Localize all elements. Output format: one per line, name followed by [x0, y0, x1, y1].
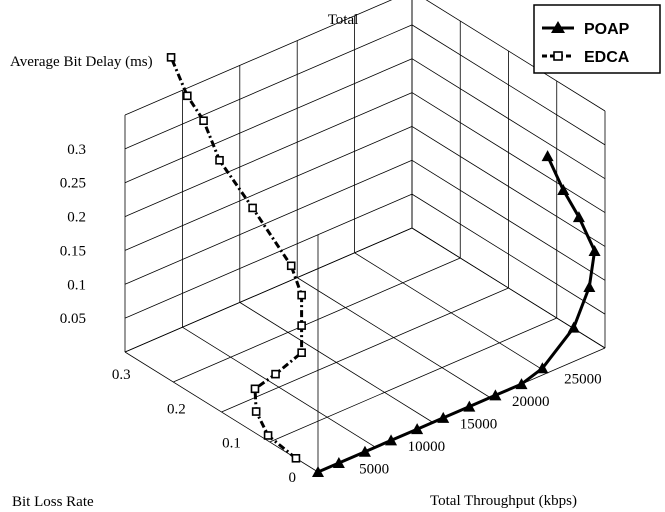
x-tick-label: 5000: [359, 461, 389, 477]
wall-gridline: [411, 92, 606, 213]
wall-gridline: [411, 24, 606, 146]
floor-gridline: [269, 317, 557, 443]
series-line-edca: [169, 56, 304, 460]
data-point: [271, 369, 280, 379]
data-point: [541, 150, 554, 162]
z-tick-label: 0.25: [60, 176, 86, 192]
wall-gridline: [124, 126, 413, 251]
data-point: [437, 411, 450, 423]
data-point: [557, 183, 570, 195]
z-tick-label: 0.2: [67, 210, 86, 226]
series-line-poap: [317, 155, 597, 474]
data-point: [297, 321, 306, 330]
y-axis-ticks: 0 0.1 0.2 0.3: [112, 367, 296, 486]
floor-gridline: [173, 257, 461, 383]
wall-gridline: [124, 24, 413, 150]
wall-gridline: [124, 193, 413, 319]
data-point: [215, 155, 224, 165]
series-layer: [166, 53, 601, 477]
wall-gridline: [411, 193, 606, 315]
data-point: [286, 261, 296, 271]
wall-gridline: [124, 0, 393, 116]
data-point: [588, 244, 601, 256]
legend-label: EDCA: [584, 49, 630, 66]
y-tick-label: 0.1: [222, 436, 241, 452]
z-axis-ticks: 0.05 0.1 0.15 0.2 0.25 0.3: [60, 142, 86, 327]
legend-box: [533, 4, 661, 74]
data-point: [263, 431, 273, 440]
z-axis-label: Average Bit Delay (ms): [10, 54, 153, 70]
y-tick-label: 0.2: [167, 401, 186, 417]
x-axis-ticks: 5000 10000 15000 20000 25000: [359, 371, 601, 477]
data-point: [250, 384, 260, 394]
data-point: [463, 400, 476, 412]
wall-gridline: [411, 159, 606, 281]
z-tick-label: 0.15: [60, 243, 86, 259]
data-point: [332, 456, 345, 468]
data-point: [248, 203, 257, 213]
y-tick-label: 0: [289, 470, 297, 486]
wall-gridline: [124, 58, 413, 184]
legend-label: POAP: [584, 21, 630, 38]
data-point: [536, 362, 549, 374]
y-tick-label: 0.3: [112, 367, 131, 383]
x-tick-label: 15000: [460, 416, 498, 432]
legend-marker: [553, 51, 563, 61]
z-tick-label: 0.3: [67, 142, 86, 158]
data-point: [251, 407, 261, 416]
data-point: [583, 281, 596, 293]
z-tick-label: 0.05: [60, 311, 86, 327]
chart-title: Total: [328, 12, 359, 28]
data-point: [385, 434, 398, 446]
data-point: [489, 389, 502, 401]
x-tick-label: 25000: [564, 371, 602, 387]
x-tick-label: 20000: [512, 394, 550, 410]
wall-gridline: [124, 227, 413, 353]
y-axis-label: Bit Loss Rate: [12, 494, 94, 510]
data-point: [411, 423, 424, 435]
legend: POAP EDCA: [533, 4, 661, 74]
data-point: [199, 116, 208, 126]
wall-gridline: [124, 92, 413, 217]
data-point: [312, 466, 324, 477]
data-point: [297, 348, 306, 357]
wall-gridline: [411, 126, 606, 247]
data-point: [291, 453, 301, 463]
data-point: [183, 91, 192, 101]
data-point: [358, 445, 371, 457]
data-point: [297, 290, 306, 300]
data-point: [567, 321, 580, 333]
x-axis-label: Total Throughput (kbps): [430, 493, 577, 509]
data-point: [572, 211, 585, 223]
wall-gridline: [411, 58, 606, 180]
data-point: [515, 378, 528, 390]
x-tick-label: 10000: [408, 439, 446, 455]
wall-gridline: [124, 159, 413, 285]
legend-marker: [551, 21, 565, 33]
floor-gridline: [221, 287, 509, 413]
data-point: [166, 53, 176, 62]
z-tick-label: 0.1: [67, 277, 86, 293]
wall-gridline: [425, 0, 606, 112]
